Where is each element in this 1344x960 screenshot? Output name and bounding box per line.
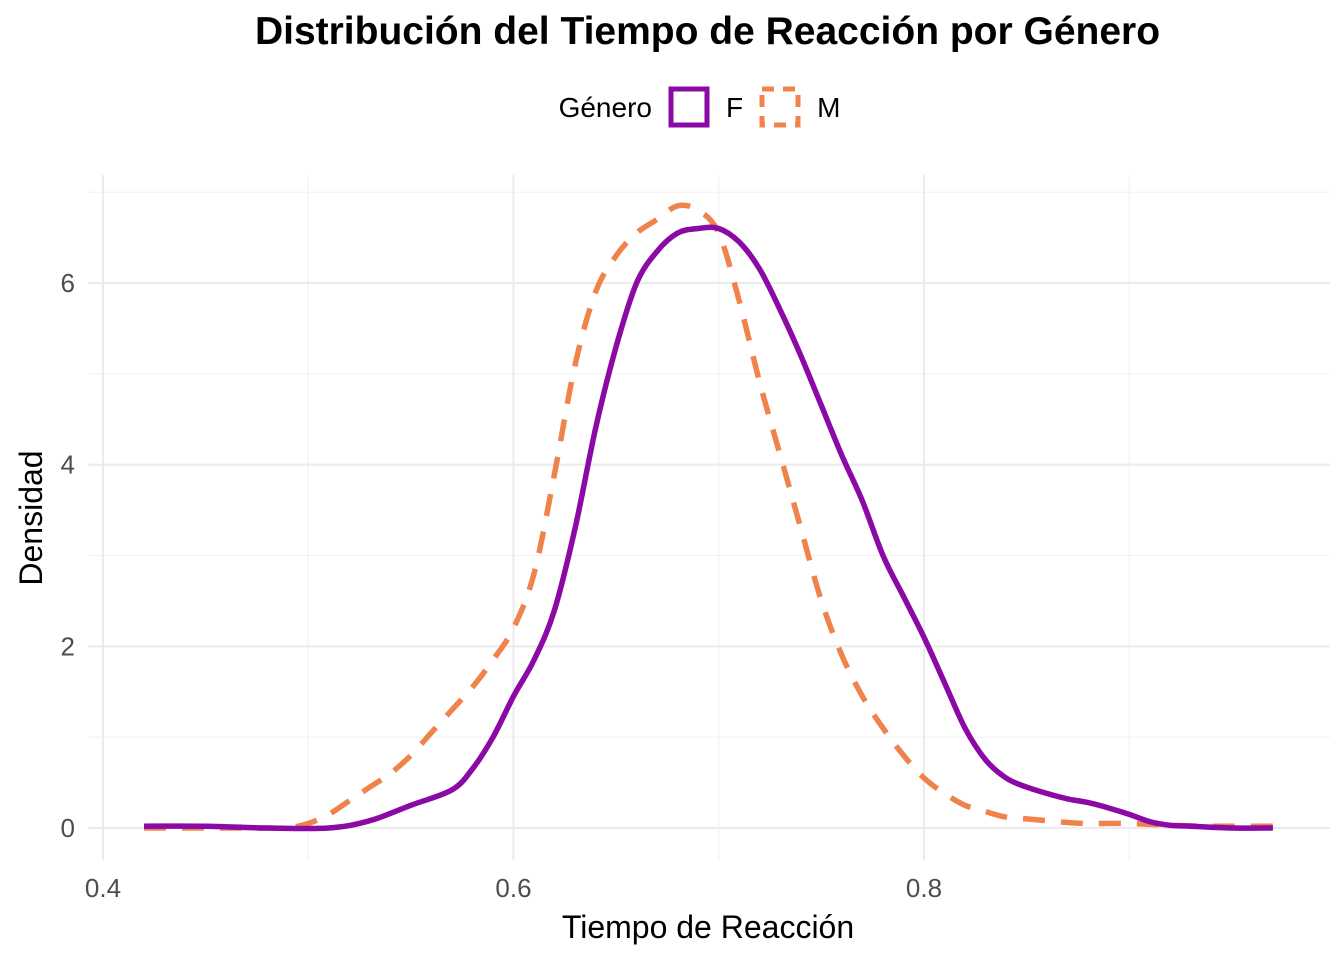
y-axis-title: Densidad	[13, 450, 49, 585]
legend-label-m: M	[817, 92, 841, 123]
y-tick-label: 2	[61, 631, 75, 661]
y-tick-label: 4	[61, 450, 75, 480]
legend-swatch-m	[759, 86, 801, 128]
tick-labels: 0.4 0.6 0.8 0 2 4 6	[61, 268, 943, 903]
series-line-m	[143, 202, 1273, 832]
chart-title: Distribución del Tiempo de Reacción por …	[254, 10, 1161, 53]
x-axis-title: Tiempo de Reacción	[562, 909, 854, 945]
legend-label-f: F	[725, 92, 744, 123]
legend-swatch-f	[668, 86, 710, 128]
grid	[88, 175, 1330, 860]
series-lines	[143, 202, 1273, 832]
x-tick-label: 0.4	[85, 873, 121, 903]
y-tick-label: 0	[61, 813, 75, 843]
y-tick-label: 6	[61, 268, 75, 298]
legend: Género F M	[0, 86, 1344, 130]
legend-title: Género	[558, 92, 652, 123]
x-tick-label: 0.6	[495, 873, 531, 903]
x-tick-label: 0.8	[906, 873, 942, 903]
series-line-f	[143, 224, 1273, 832]
